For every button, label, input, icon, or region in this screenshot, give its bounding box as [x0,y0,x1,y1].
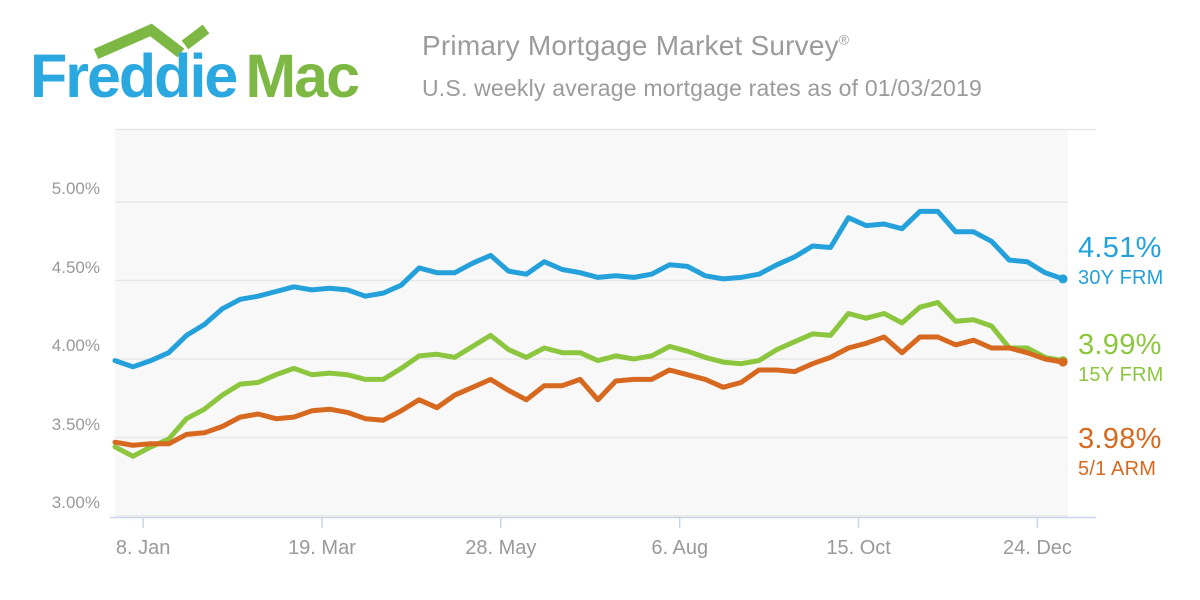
annotation-series-name: 5/1 ARM [1078,458,1157,480]
annotation-series-name: 15Y FRM [1078,364,1164,386]
x-axis-label: 24. Dec [1002,537,1072,559]
annotation-30y-frm: 4.51% 30Y FRM [1078,233,1200,290]
freddie-mac-logo: Freddie Mac [28,8,408,118]
y-axis-label: 3.50% [51,414,100,434]
annotation-value: 4.51% [1078,232,1162,264]
y-axis-label: 4.50% [51,257,100,277]
logo-word-mac: Mac [245,42,360,110]
x-axis-label: 15. Oct [826,537,891,559]
annotation-series-name: 30Y FRM [1078,267,1164,289]
annotation-15y-frm: 3.99% 15Y FRM [1078,330,1200,387]
x-axis-label: 8. Jan [115,537,171,559]
logo-word-freddie: Freddie [30,42,238,110]
page-title: Primary Mortgage Market Survey® [422,30,850,61]
annotation-value: 3.98% [1078,423,1162,455]
x-axis-label: 6. Aug [651,537,709,559]
page-subtitle: U.S. weekly average mortgage rates as of… [422,75,982,101]
y-axis-label: 4.00% [51,336,100,355]
roof-icon [93,23,210,60]
registered-trademark: ® [838,31,850,48]
annotation-value: 3.99% [1078,329,1162,361]
annotation-5-1-arm: 3.98% 5/1 ARM [1078,424,1200,481]
y-axis-label: 3.00% [51,493,100,512]
y-axis-label: 5.00% [51,179,100,198]
logo-wordmark: Freddie Mac [30,42,360,110]
x-axis-label: 28. May [465,537,537,559]
x-axis-label: 19. Mar [288,537,356,559]
